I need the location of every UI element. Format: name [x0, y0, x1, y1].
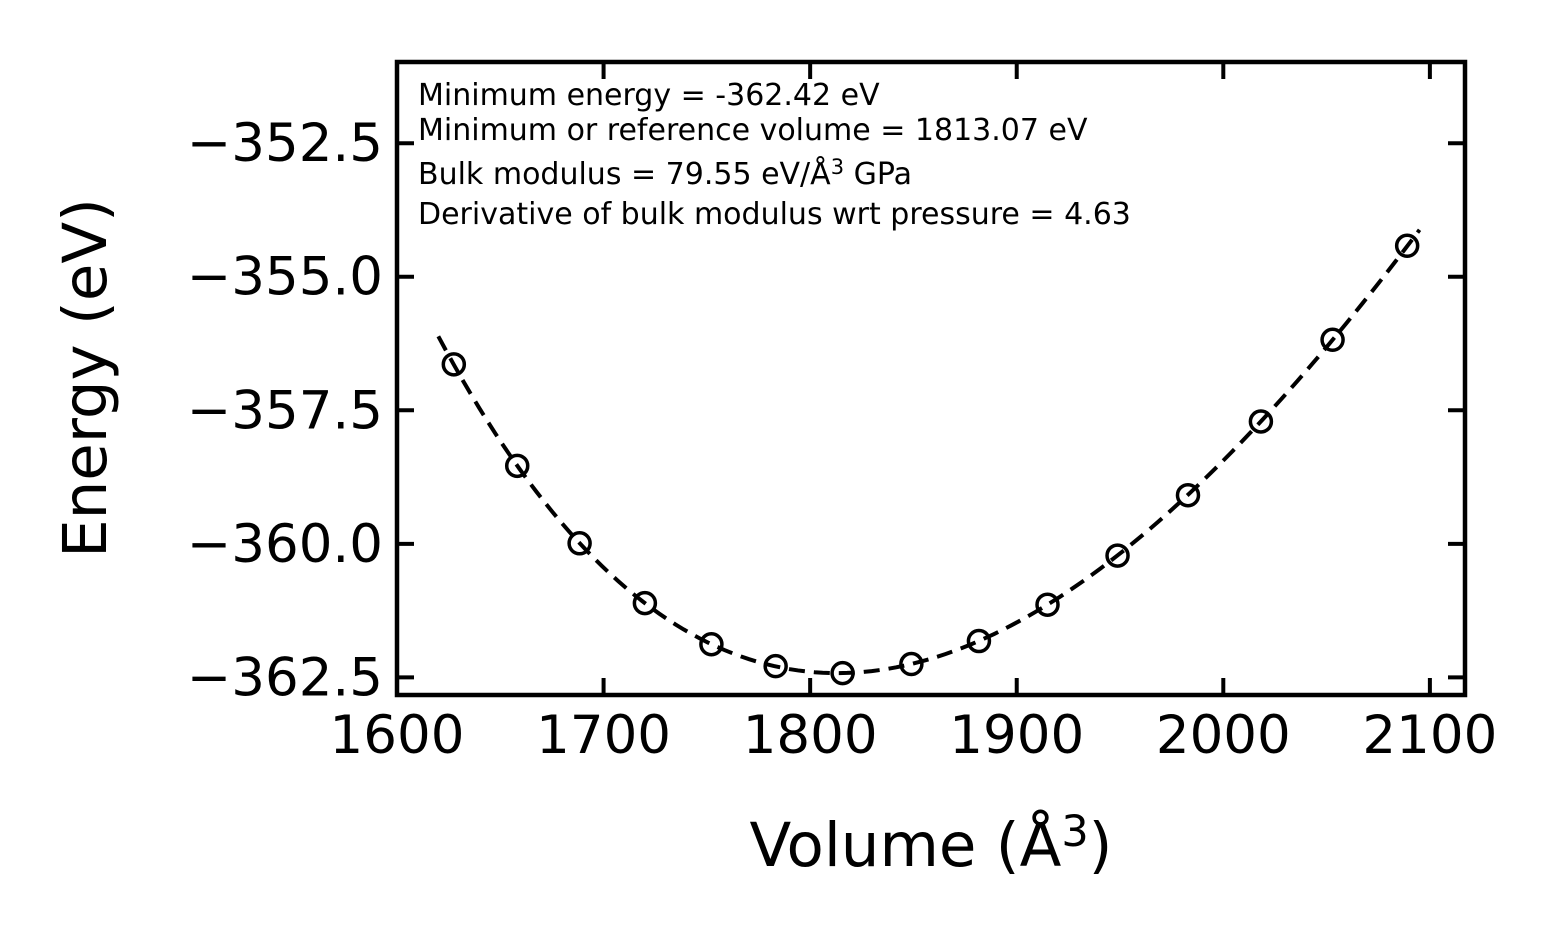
data-point-marker — [966, 628, 992, 654]
axis-ticks — [395, 62, 1465, 695]
x-tick-label: 1900 — [949, 705, 1084, 766]
data-point-marker — [1248, 409, 1274, 434]
eos-fit-path — [436, 228, 1422, 676]
eos-fit-curve — [436, 228, 1422, 676]
y-tick-label: −355.0 — [187, 247, 383, 308]
x-tick-label: 1800 — [743, 705, 878, 766]
x-tick-label: 2000 — [1156, 705, 1291, 766]
x-axis-label: Volume (Å3) — [750, 807, 1113, 881]
y-tick-labels: −352.5 −355.0 −357.5 −360.0 −362.5 — [187, 113, 383, 708]
data-point-marker — [1175, 482, 1201, 508]
annotation-ref-volume: Minimum or reference volume = 1813.07 eV — [418, 113, 1088, 148]
x-tick-label: 1600 — [330, 705, 465, 766]
y-tick-label: −362.5 — [187, 647, 383, 708]
data-point-marker — [899, 651, 924, 677]
data-point-marker — [1320, 327, 1345, 353]
annotation-bulk-modulus: Bulk modulus = 79.55 eV/Å3 GPa — [418, 155, 912, 192]
x-tick-labels: 1600 1700 1800 1900 2000 2100 — [330, 705, 1498, 766]
data-point-marker — [1035, 592, 1060, 617]
y-tick-label: −352.5 — [187, 113, 383, 174]
axes-frame — [394, 59, 1468, 698]
x-tick-label: 2100 — [1362, 705, 1497, 766]
data-point-marker — [504, 453, 530, 479]
data-point-marker — [830, 660, 855, 686]
y-tick-label: −357.5 — [187, 380, 383, 441]
data-point-marker — [699, 632, 724, 657]
y-tick-label: −360.0 — [187, 514, 383, 575]
data-point-marker — [567, 531, 592, 556]
y-axis-label: Energy (eV) — [50, 198, 121, 558]
data-point-marker — [632, 590, 658, 616]
data-point-marker — [763, 653, 788, 679]
data-point-marker — [1105, 543, 1130, 568]
data-point-marker — [441, 352, 467, 377]
data-points — [441, 233, 1420, 686]
annotation-bulk-modulus-derivative: Derivative of bulk modulus wrt pressure … — [418, 197, 1131, 232]
x-tick-label: 1700 — [536, 705, 671, 766]
data-point-marker — [1394, 233, 1420, 259]
annotation-min-energy: Minimum energy = -362.42 eV — [418, 78, 880, 113]
